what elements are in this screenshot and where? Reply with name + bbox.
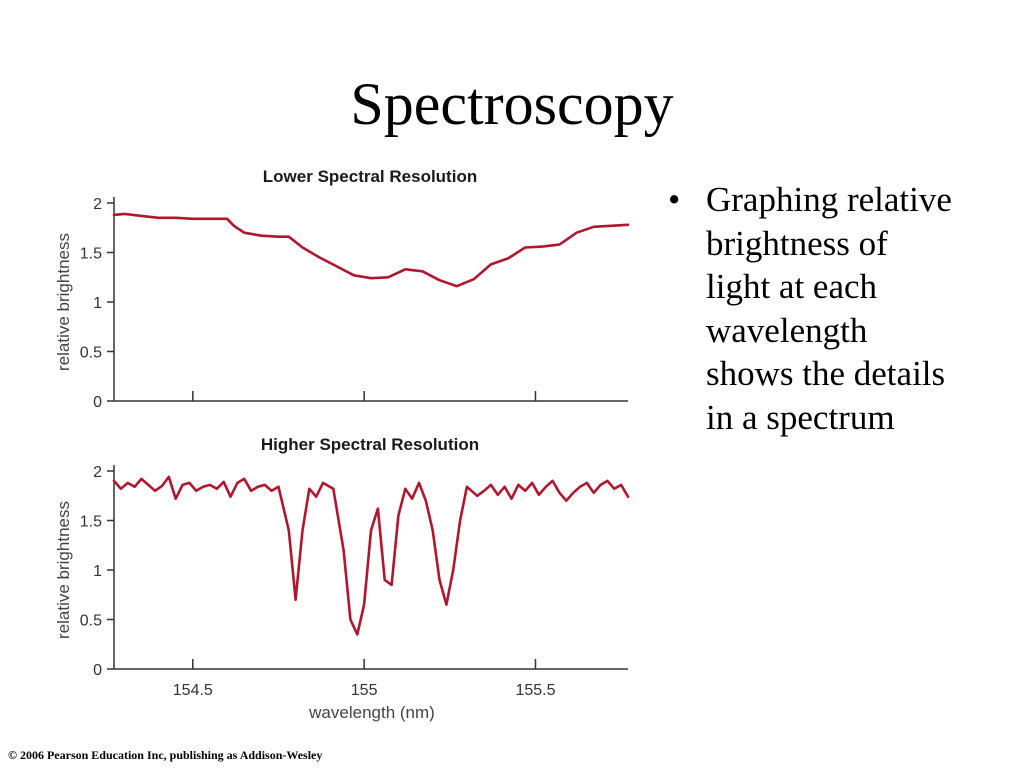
x-tick-label: 154.5 [173, 682, 213, 699]
lower-resolution-chart: Lower Spectral Resolution relative brigh… [54, 167, 630, 411]
y-tick-label: 0 [93, 394, 102, 411]
y-tick-label: 0.5 [80, 345, 102, 362]
chart-title: Higher Spectral Resolution [261, 435, 479, 454]
spectra-figure: Lower Spectral Resolution relative brigh… [54, 167, 630, 722]
y-axis-label: relative brightness [54, 233, 73, 371]
chart-title: Lower Spectral Resolution [263, 167, 477, 186]
copyright-footer: © 2006 Pearson Education Inc, publishing… [8, 748, 323, 762]
y-tick-label: 0.5 [80, 613, 102, 630]
slide-title: Spectroscopy [350, 71, 674, 137]
bullet-marker: • [668, 180, 681, 219]
y-axis-label: relative brightness [54, 501, 73, 639]
spectrum-line [112, 475, 630, 636]
y-tick-label: 0 [93, 662, 102, 679]
x-tick-label: 155 [351, 682, 378, 699]
y-tick-label: 1 [93, 295, 102, 312]
y-tick-label: 2 [93, 464, 102, 481]
y-tick-label: 1 [93, 563, 102, 580]
y-tick-label: 1.5 [80, 514, 102, 531]
x-tick-label: 155.5 [515, 682, 555, 699]
spectrum-line [112, 212, 630, 288]
y-tick-label: 2 [93, 196, 102, 213]
x-axis-label: wavelength (nm) [308, 703, 435, 722]
bullet-text: Graphing relative brightness of light at… [706, 180, 952, 437]
y-tick-label: 1.5 [80, 246, 102, 263]
higher-resolution-chart: Higher Spectral Resolution relative brig… [54, 435, 630, 722]
bullet-point: • Graphing relative brightness of light … [668, 178, 958, 439]
